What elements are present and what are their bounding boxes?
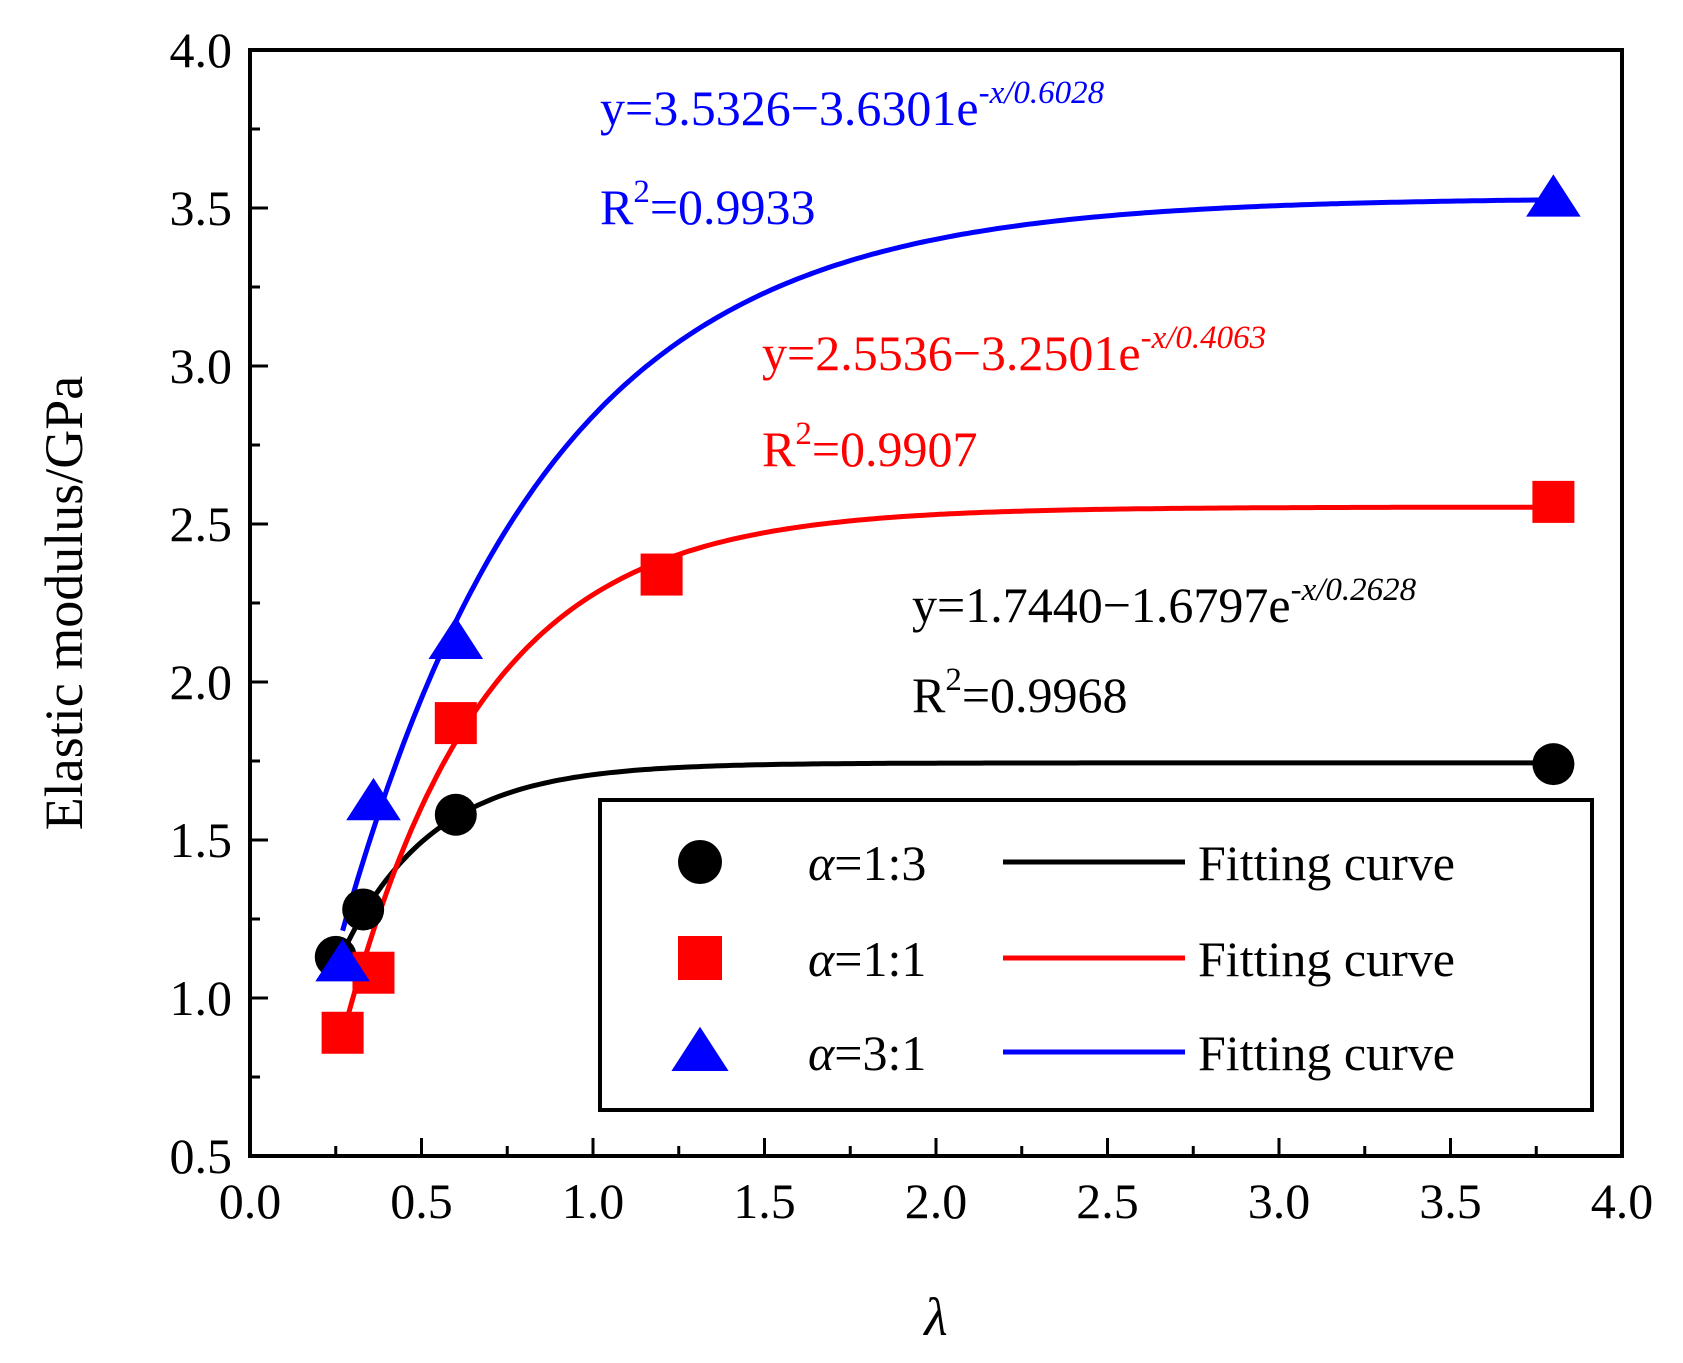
y-tick-label: 3.0 bbox=[170, 338, 233, 394]
axis-ticks: 0.0 0.5 1.0 1.5 2.0 2.5 3.0 3.5 4.00.51.01.52.02… bbox=[170, 22, 1654, 1229]
data-point bbox=[321, 1011, 364, 1054]
legend-marker bbox=[678, 936, 722, 980]
legend-label: α=1:1 bbox=[808, 931, 926, 987]
r-squared: R2=0.9933 bbox=[600, 174, 816, 235]
fit-curve bbox=[333, 760, 1554, 969]
x-axis-title: λ bbox=[922, 1287, 947, 1347]
legend-fit-label: Fitting curve bbox=[1198, 1025, 1455, 1081]
fit-equation: y=3.5326−3.6301e-x/0.6028 bbox=[600, 75, 1105, 136]
data-point bbox=[434, 702, 477, 745]
x-tick-label: 1.5 bbox=[733, 1173, 796, 1229]
data-point bbox=[640, 553, 683, 596]
y-tick-label: 2.5 bbox=[170, 496, 233, 552]
r-squared: R2=0.9968 bbox=[912, 662, 1128, 723]
legend-marker bbox=[671, 1026, 729, 1071]
axis-titles: λ Elastic modulus/GPa bbox=[34, 376, 948, 1347]
y-tick-label: 4.0 bbox=[170, 22, 233, 78]
x-tick-label: 2.5 bbox=[1076, 1173, 1139, 1229]
y-tick-label: 2.0 bbox=[170, 654, 233, 710]
y-tick-label: 1.0 bbox=[170, 970, 233, 1026]
legend: α=1:3 Fitting curve α=1:1 Fitting curve α=3:… bbox=[598, 798, 1594, 1112]
x-tick-label: 0.5 bbox=[390, 1173, 453, 1229]
data-point bbox=[342, 888, 385, 931]
data-point bbox=[1526, 174, 1581, 217]
legend-fit-label: Fitting curve bbox=[1198, 931, 1455, 987]
data-markers bbox=[314, 174, 1581, 1054]
x-tick-label: 0.0 bbox=[219, 1173, 282, 1229]
data-point bbox=[1532, 480, 1575, 523]
y-tick-label: 1.5 bbox=[170, 812, 233, 868]
fit-curve bbox=[343, 504, 1554, 1024]
y-axis-title: Elastic modulus/GPa bbox=[34, 376, 94, 830]
data-point bbox=[434, 793, 477, 836]
y-tick-label: 3.5 bbox=[170, 180, 233, 236]
x-tick-label: 4.0 bbox=[1591, 1173, 1654, 1229]
x-tick-label: 3.0 bbox=[1248, 1173, 1311, 1229]
fit-equations: y=1.7440−1.6797e-x/0.2628 R2=0.9968 y=2.55… bbox=[600, 75, 1417, 723]
y-tick-label: 0.5 bbox=[170, 1128, 233, 1184]
data-point bbox=[1532, 743, 1575, 786]
x-tick-label: 3.5 bbox=[1419, 1173, 1482, 1229]
r-squared: R2=0.9907 bbox=[762, 416, 978, 477]
data-point bbox=[315, 939, 370, 982]
fit-curve bbox=[340, 197, 1554, 932]
x-tick-label: 1.0 bbox=[562, 1173, 625, 1229]
fit-equation: y=1.7440−1.6797e-x/0.2628 bbox=[912, 572, 1417, 633]
legend-fit-label: Fitting curve bbox=[1198, 835, 1455, 891]
data-point bbox=[428, 616, 484, 660]
legend-label: α=1:3 bbox=[808, 835, 926, 891]
fit-equation: y=2.5536−3.2501e-x/0.4063 bbox=[762, 320, 1266, 381]
legend-label: α=3:1 bbox=[808, 1025, 926, 1081]
x-tick-label: 2.0 bbox=[905, 1173, 968, 1229]
legend-marker bbox=[678, 840, 722, 884]
legend-box bbox=[598, 798, 1594, 1112]
data-point bbox=[346, 777, 401, 821]
fit-curves bbox=[333, 197, 1554, 1024]
